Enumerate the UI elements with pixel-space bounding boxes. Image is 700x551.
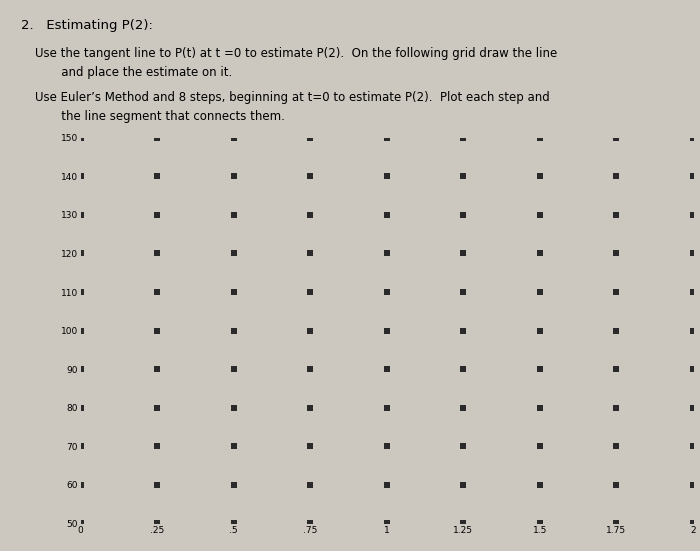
Text: Use the tangent line to P(t) at t =0 to estimate P(2).  On the following grid dr: Use the tangent line to P(t) at t =0 to … xyxy=(35,47,557,60)
Text: and place the estimate on it.: and place the estimate on it. xyxy=(35,66,232,79)
Text: the line segment that connects them.: the line segment that connects them. xyxy=(35,110,285,123)
Text: Use Euler’s Method and 8 steps, beginning at t=0 to estimate P(2).  Plot each st: Use Euler’s Method and 8 steps, beginnin… xyxy=(35,91,550,104)
Text: 2.   Estimating P(2):: 2. Estimating P(2): xyxy=(21,19,153,33)
